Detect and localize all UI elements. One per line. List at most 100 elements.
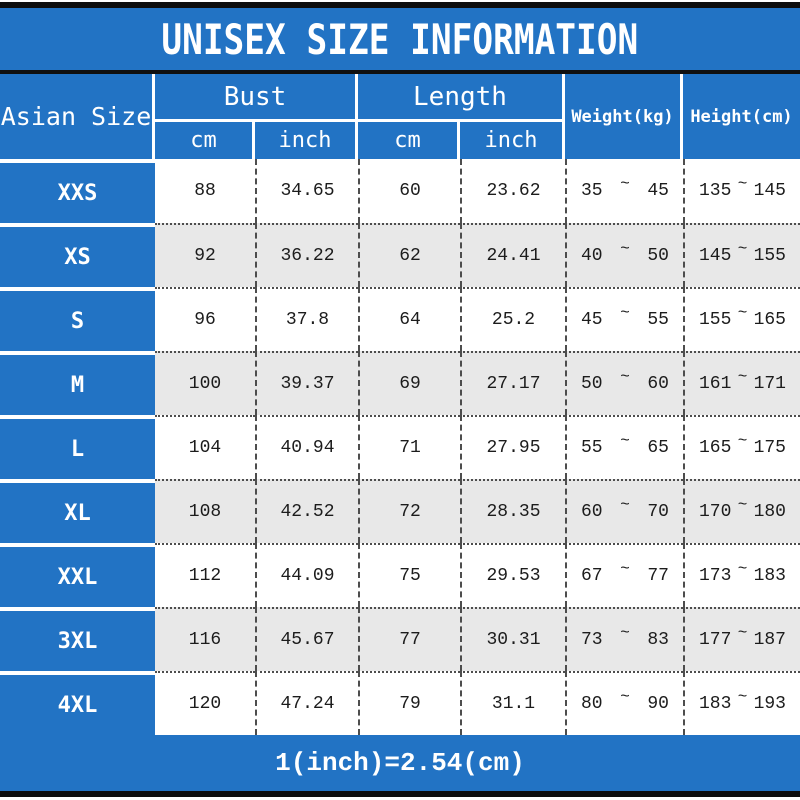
cell-size: XXS — [0, 159, 155, 223]
cell-weight-range: 45 ~55 — [565, 287, 683, 351]
cell-length-inch: 23.62 — [460, 159, 565, 223]
cell-length-inch: 28.35 — [460, 479, 565, 543]
cell-weight-range: 35 ~45 — [565, 159, 683, 223]
table-row: XL 108 42.52 72 28.35 60 ~70 170 ~180 — [0, 479, 800, 543]
cell-weight-range: 40 ~50 — [565, 223, 683, 287]
range-tilde: ~ — [620, 240, 630, 258]
range-tilde: ~ — [737, 688, 748, 706]
cell-length-cm: 71 — [358, 415, 460, 479]
cell-length-inch: 31.1 — [460, 671, 565, 735]
header-length: Length — [358, 74, 565, 119]
cell-height-range: 155 ~165 — [683, 287, 800, 351]
cell-height-range: 165 ~175 — [683, 415, 800, 479]
cell-bust-cm: 108 — [155, 479, 255, 543]
table-row: L 104 40.94 71 27.95 55 ~65 165 ~175 — [0, 415, 800, 479]
cell-height-range: 135 ~145 — [683, 159, 800, 223]
cell-length-inch: 27.95 — [460, 415, 565, 479]
cell-bust-inch: 40.94 — [255, 415, 358, 479]
cell-size: 4XL — [0, 671, 155, 735]
cell-bust-cm: 120 — [155, 671, 255, 735]
title-band: UNISEX SIZE INFORMATION — [0, 8, 800, 70]
cell-length-cm: 75 — [358, 543, 460, 607]
header-bust-inch: inch — [255, 119, 358, 159]
footer-band: 1(inch)=2.54(cm) — [0, 735, 800, 791]
cell-weight-range: 50 ~60 — [565, 351, 683, 415]
cell-length-cm: 62 — [358, 223, 460, 287]
cell-bust-inch: 37.8 — [255, 287, 358, 351]
cell-height-range: 183 ~193 — [683, 671, 800, 735]
cell-bust-cm: 116 — [155, 607, 255, 671]
cell-height-range: 173 ~183 — [683, 543, 800, 607]
cell-bust-cm: 104 — [155, 415, 255, 479]
header-bust-cm: cm — [155, 119, 255, 159]
header-height-cm: Height(cm) — [683, 74, 800, 159]
cell-height-range: 145 ~155 — [683, 223, 800, 287]
cell-bust-inch: 34.65 — [255, 159, 358, 223]
header-length-cm: cm — [358, 119, 460, 159]
cell-length-cm: 69 — [358, 351, 460, 415]
table-body: XXS 88 34.65 60 23.62 35 ~45 135 ~145 XS 92 36.22 62… — [0, 159, 800, 735]
range-tilde: ~ — [737, 240, 748, 258]
cell-weight-range: 67 ~77 — [565, 543, 683, 607]
table-header: Asian Size Bust Length Weight(kg) Height… — [0, 74, 800, 159]
cell-bust-cm: 112 — [155, 543, 255, 607]
cell-size: XL — [0, 479, 155, 543]
range-tilde: ~ — [737, 304, 748, 322]
cell-size: L — [0, 415, 155, 479]
range-tilde: ~ — [737, 560, 748, 578]
range-tilde: ~ — [620, 304, 630, 322]
table-row: XXL 112 44.09 75 29.53 67 ~77 173 ~183 — [0, 543, 800, 607]
cell-bust-inch: 42.52 — [255, 479, 358, 543]
cell-size: XS — [0, 223, 155, 287]
title-divider — [0, 70, 800, 74]
header-weight-kg: Weight(kg) — [565, 74, 683, 159]
cell-weight-range: 73 ~83 — [565, 607, 683, 671]
cell-length-cm: 72 — [358, 479, 460, 543]
cell-height-range: 170 ~180 — [683, 479, 800, 543]
cell-size: XXL — [0, 543, 155, 607]
header-asian-size: Asian Size — [0, 74, 155, 159]
cell-length-cm: 64 — [358, 287, 460, 351]
cell-weight-range: 55 ~65 — [565, 415, 683, 479]
cell-bust-cm: 88 — [155, 159, 255, 223]
cell-bust-inch: 44.09 — [255, 543, 358, 607]
range-tilde: ~ — [620, 432, 630, 450]
range-tilde: ~ — [737, 175, 748, 193]
cell-bust-cm: 92 — [155, 223, 255, 287]
cell-length-inch: 27.17 — [460, 351, 565, 415]
table-row: S 96 37.8 64 25.2 45 ~55 155 ~165 — [0, 287, 800, 351]
cell-length-cm: 77 — [358, 607, 460, 671]
range-tilde: ~ — [737, 496, 748, 514]
range-tilde: ~ — [620, 368, 630, 386]
cell-height-range: 161 ~171 — [683, 351, 800, 415]
range-tilde: ~ — [620, 688, 630, 706]
cell-bust-inch: 47.24 — [255, 671, 358, 735]
table-row: 4XL 120 47.24 79 31.1 80 ~90 183 ~193 — [0, 671, 800, 735]
cell-bust-cm: 100 — [155, 351, 255, 415]
cell-length-inch: 24.41 — [460, 223, 565, 287]
cell-bust-inch: 39.37 — [255, 351, 358, 415]
range-tilde: ~ — [737, 432, 748, 450]
cell-length-inch: 30.31 — [460, 607, 565, 671]
cell-weight-range: 60 ~70 — [565, 479, 683, 543]
header-bust: Bust — [155, 74, 358, 119]
cell-bust-inch: 36.22 — [255, 223, 358, 287]
cell-size: M — [0, 351, 155, 415]
cell-length-cm: 60 — [358, 159, 460, 223]
cell-length-inch: 29.53 — [460, 543, 565, 607]
cell-size: 3XL — [0, 607, 155, 671]
range-tilde: ~ — [737, 368, 748, 386]
table-row: 3XL 116 45.67 77 30.31 73 ~83 177 ~187 — [0, 607, 800, 671]
table-row: XS 92 36.22 62 24.41 40 ~50 145 ~155 — [0, 223, 800, 287]
top-black-bar — [0, 2, 800, 8]
page-title: UNISEX SIZE INFORMATION — [161, 14, 639, 64]
table-row: M 100 39.37 69 27.17 50 ~60 161 ~171 — [0, 351, 800, 415]
bottom-black-bar — [0, 791, 800, 797]
range-tilde: ~ — [620, 624, 630, 642]
range-tilde: ~ — [620, 496, 630, 514]
cell-weight-range: 80 ~90 — [565, 671, 683, 735]
cell-length-inch: 25.2 — [460, 287, 565, 351]
cell-size: S — [0, 287, 155, 351]
range-tilde: ~ — [620, 175, 630, 193]
